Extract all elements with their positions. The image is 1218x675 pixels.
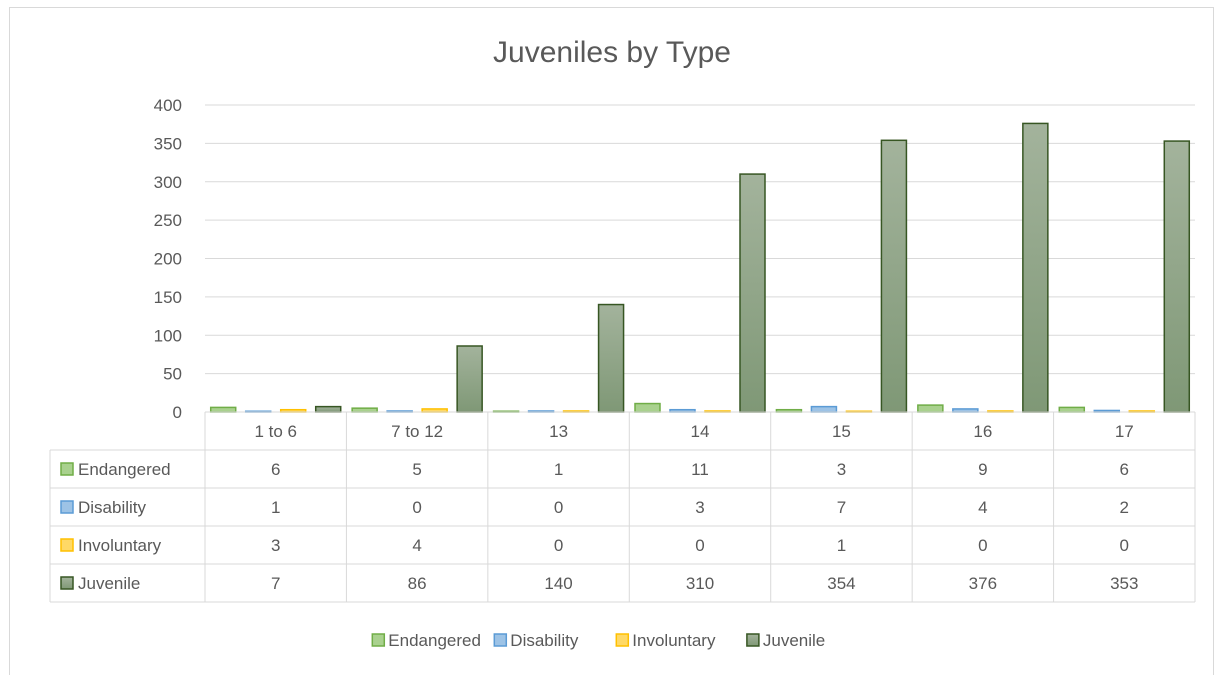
table-legend-key bbox=[60, 538, 74, 552]
table-cell-value: 0 bbox=[1120, 536, 1129, 555]
table-cell-value: 1 bbox=[837, 536, 846, 555]
y-tick-label: 150 bbox=[154, 288, 182, 307]
legend: Endangered Disability Involuntary Juvenile bbox=[371, 631, 825, 650]
category-label: 17 bbox=[1115, 422, 1134, 441]
y-tick-label: 350 bbox=[154, 134, 182, 153]
table-cell-value: 7 bbox=[271, 574, 280, 593]
table-cell-value: 0 bbox=[978, 536, 987, 555]
table-cell-value: 0 bbox=[412, 498, 421, 517]
table-series-label: Disability bbox=[78, 498, 147, 517]
legend-key-endangered bbox=[371, 633, 386, 647]
category-label: 14 bbox=[691, 422, 710, 441]
legend-label: Juvenile bbox=[763, 631, 825, 650]
bar-juvenile bbox=[456, 345, 483, 413]
legend-key-involuntary bbox=[615, 633, 630, 647]
category-label: 1 to 6 bbox=[254, 422, 297, 441]
table-cell-value: 4 bbox=[412, 536, 421, 555]
table-cell-value: 0 bbox=[554, 536, 563, 555]
table-cell-value: 376 bbox=[969, 574, 997, 593]
table-cell-value: 6 bbox=[1120, 460, 1129, 479]
table-cell-value: 1 bbox=[271, 498, 280, 517]
bar-juvenile bbox=[1022, 122, 1049, 413]
bar-endangered bbox=[209, 406, 237, 413]
bar-endangered bbox=[634, 402, 661, 413]
y-tick-label: 100 bbox=[154, 326, 182, 345]
table-cell-value: 5 bbox=[412, 460, 421, 479]
table-series-label: Endangered bbox=[78, 460, 171, 479]
bar-juvenile bbox=[739, 173, 766, 413]
table-cell-value: 3 bbox=[271, 536, 280, 555]
bar-juvenile bbox=[880, 139, 908, 413]
table-cell-value: 86 bbox=[408, 574, 427, 593]
table-series-label: Juvenile bbox=[78, 574, 140, 593]
table-cell-value: 140 bbox=[544, 574, 572, 593]
bar-juvenile bbox=[597, 303, 625, 413]
table-cell-value: 1 bbox=[554, 460, 563, 479]
category-label: 16 bbox=[973, 422, 992, 441]
table-cell-value: 11 bbox=[691, 460, 709, 479]
table-cell-value: 4 bbox=[978, 498, 987, 517]
legend-label: Disability bbox=[510, 631, 579, 650]
table-cell-value: 6 bbox=[271, 460, 280, 479]
table-cell-value: 0 bbox=[695, 536, 704, 555]
legend-label: Involuntary bbox=[632, 631, 716, 650]
y-tick-label: 250 bbox=[154, 211, 182, 230]
table-legend-key bbox=[60, 500, 74, 514]
bar-juvenile bbox=[314, 405, 342, 413]
table-series-label: Involuntary bbox=[78, 536, 162, 555]
bar-endangered bbox=[917, 404, 944, 413]
legend-key-disability bbox=[493, 633, 508, 647]
category-label: 15 bbox=[832, 422, 851, 441]
table-legend-key bbox=[60, 576, 74, 590]
legend-key-juvenile bbox=[746, 633, 760, 647]
table-cell-value: 354 bbox=[827, 574, 855, 593]
y-tick-label: 200 bbox=[154, 250, 182, 269]
category-label: 7 to 12 bbox=[391, 422, 443, 441]
table-cell-value: 353 bbox=[1110, 574, 1138, 593]
y-axis-ticks: 0 50 100 150 200 250 300 350 400 bbox=[154, 96, 182, 422]
bar-disability bbox=[810, 405, 838, 413]
y-tick-label: 400 bbox=[154, 96, 182, 115]
table-cell-value: 9 bbox=[978, 460, 987, 479]
table-legend-key bbox=[60, 462, 74, 476]
bars bbox=[209, 122, 1191, 413]
bar-endangered bbox=[351, 407, 378, 413]
table-cell-value: 2 bbox=[1120, 498, 1129, 517]
chart-title: Juveniles by Type bbox=[493, 36, 731, 69]
bar-endangered bbox=[1058, 406, 1086, 413]
bar-juvenile bbox=[1163, 140, 1191, 413]
table-cell-value: 310 bbox=[686, 574, 714, 593]
table-cell-value: 7 bbox=[837, 498, 846, 517]
table-cell-value: 0 bbox=[554, 498, 563, 517]
table-cell-value: 3 bbox=[695, 498, 704, 517]
table-cell-value: 3 bbox=[837, 460, 846, 479]
category-label: 13 bbox=[549, 422, 568, 441]
legend-label: Endangered bbox=[388, 631, 481, 650]
y-tick-label: 300 bbox=[154, 173, 182, 192]
y-tick-label: 0 bbox=[173, 403, 182, 422]
y-tick-label: 50 bbox=[163, 365, 182, 384]
